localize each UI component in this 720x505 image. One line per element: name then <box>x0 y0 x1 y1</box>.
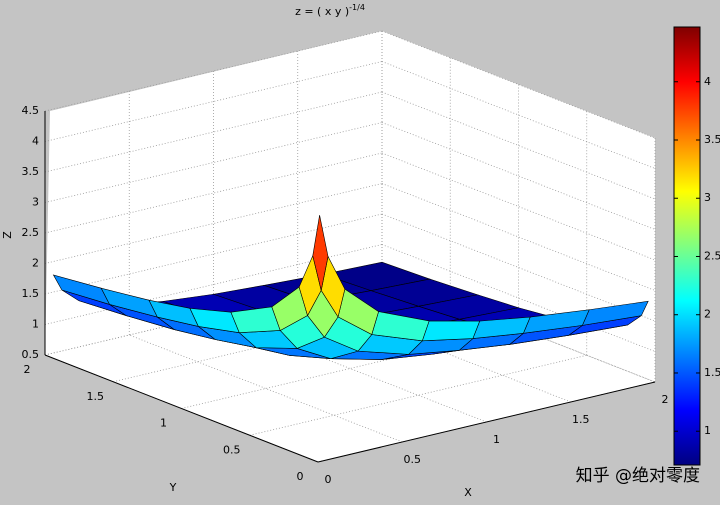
surface <box>52 215 649 360</box>
z-axis-label: Z <box>1 231 14 239</box>
x-tick-label: 2 <box>662 393 669 406</box>
grid-line <box>44 91 383 173</box>
grid-line <box>381 122 656 230</box>
x-tick-label: 0.5 <box>404 453 422 466</box>
x-axis-line <box>317 381 656 463</box>
z-tick-label: 4.5 <box>22 104 40 117</box>
z-tick-label: 1.5 <box>22 287 40 300</box>
surface-face <box>312 215 329 291</box>
watermark: 知乎 @绝对零度 <box>576 466 700 486</box>
axes-background <box>45 31 655 462</box>
title-superscript: -1/4 <box>349 3 365 12</box>
grid-line <box>381 213 656 322</box>
y-tick-label: 1 <box>160 417 167 430</box>
grid-line <box>381 244 656 352</box>
y-axis-line <box>44 354 319 463</box>
z-tick-label: 2.5 <box>22 226 40 239</box>
grid-line <box>381 183 656 291</box>
z-tick-label: 1 <box>32 318 39 331</box>
colorbar-tick-label: 1.5 <box>704 366 720 379</box>
colorbar-tick-label: 3 <box>704 191 711 204</box>
x-tick-label: 1.5 <box>572 413 590 426</box>
grid-line <box>213 314 487 423</box>
y-tick-label: 2 <box>24 363 31 376</box>
grid-line <box>44 183 383 264</box>
x-tick-label: 1 <box>493 433 500 446</box>
chart-title: z = ( x y )-1/4 <box>295 3 365 19</box>
z-tick-label: 0.5 <box>22 348 40 361</box>
z-tick-label: 3.5 <box>22 165 40 178</box>
grid-line <box>44 122 383 203</box>
grid-line <box>381 61 656 169</box>
colorbar-tick-label: 1 <box>704 424 711 437</box>
grid-line <box>381 152 656 261</box>
grid-line <box>249 354 587 436</box>
grid-line <box>381 274 656 383</box>
title-main: z = ( x y ) <box>295 5 349 18</box>
grid-line <box>44 213 383 295</box>
x-tick-label: 0 <box>325 473 332 486</box>
colorbar-tick-label: 4 <box>704 75 711 88</box>
z-tick-label: 3 <box>32 196 39 209</box>
colorbar-tick-label: 2.5 <box>704 249 720 262</box>
y-tick-label: 0 <box>297 470 304 483</box>
x-axis-label: X <box>464 486 472 499</box>
grid-line <box>44 61 383 142</box>
colorbar-tick-label: 3.5 <box>704 133 720 146</box>
grid-line <box>129 334 403 443</box>
colorbar <box>673 26 701 466</box>
y-axis-label: Y <box>169 481 177 494</box>
grid-line <box>297 294 571 403</box>
y-tick-label: 1.5 <box>87 390 105 403</box>
y-tick-label: 0.5 <box>223 443 241 456</box>
surface-face <box>421 320 481 342</box>
z-tick-label: 2 <box>32 257 39 270</box>
grid-line <box>44 30 383 112</box>
grid-line <box>381 30 656 139</box>
colorbar-tick-label: 2 <box>704 308 711 321</box>
grid-line <box>44 152 383 234</box>
z-tick-label: 4 <box>32 135 39 148</box>
grid-line <box>381 91 656 200</box>
